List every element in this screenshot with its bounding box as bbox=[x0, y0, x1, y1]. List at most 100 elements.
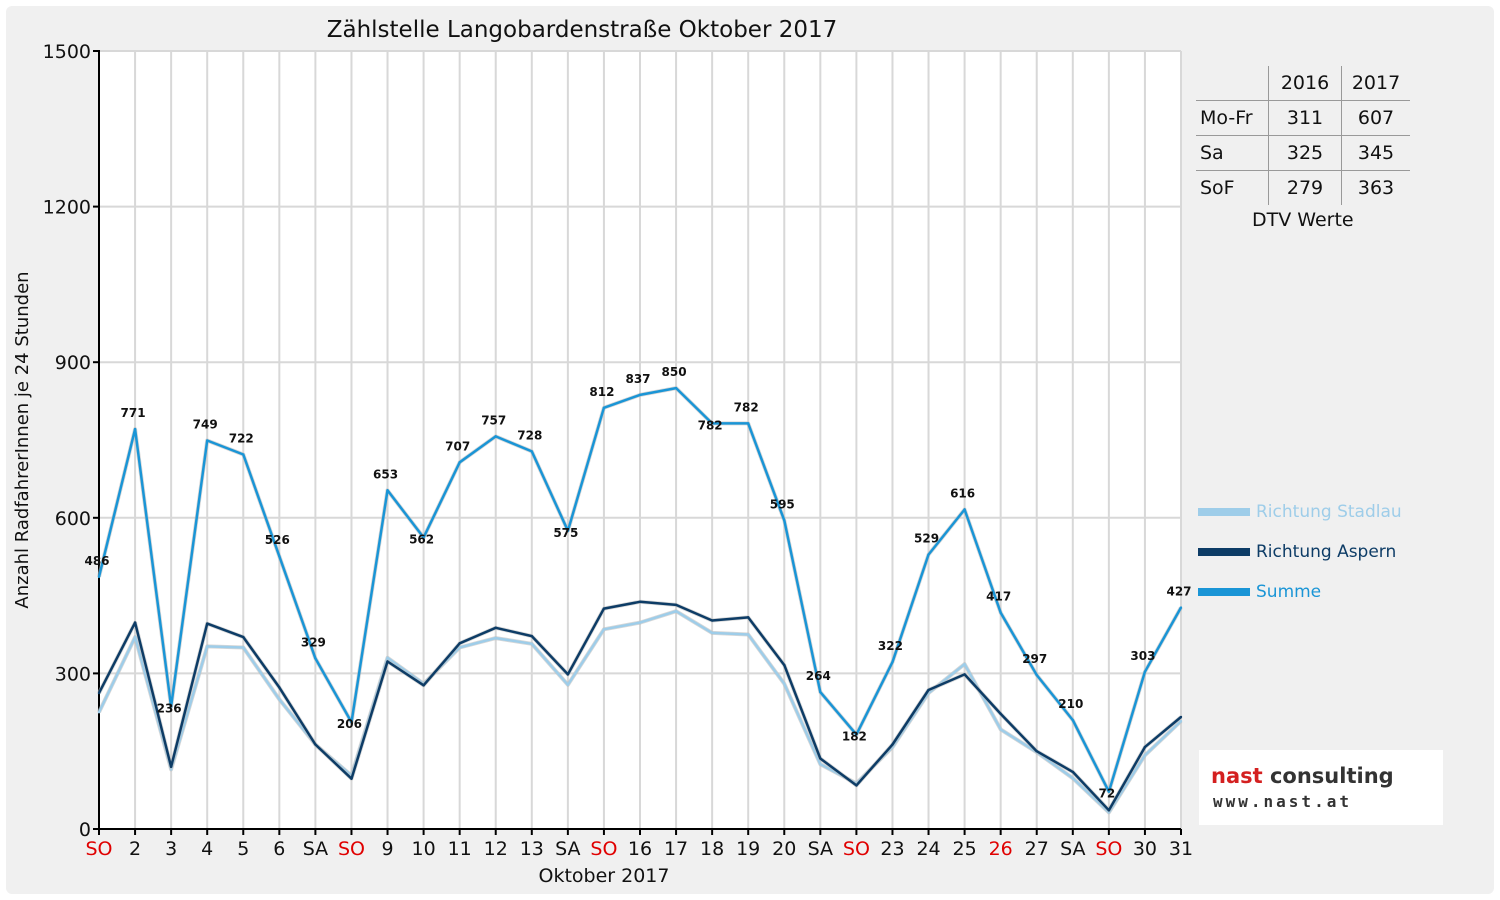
dtv-header-2016: 2016 bbox=[1268, 66, 1342, 101]
series-stadlau bbox=[97, 609, 1183, 815]
data-point bbox=[1179, 719, 1183, 723]
data-label: 722 bbox=[229, 432, 254, 446]
y-tick-label: 0 bbox=[79, 819, 91, 841]
legend-swatch-summe bbox=[1198, 588, 1250, 596]
legend-swatch-aspern bbox=[1198, 548, 1250, 556]
x-tick-label: 26 bbox=[989, 838, 1013, 860]
data-point bbox=[494, 626, 497, 629]
data-point bbox=[855, 784, 858, 787]
series-summe bbox=[97, 386, 1183, 794]
data-point bbox=[1107, 790, 1111, 793]
data-point bbox=[133, 621, 137, 624]
x-tick-label: 10 bbox=[412, 838, 436, 860]
legend-item-stadlau: Richtung Stadlau bbox=[1198, 492, 1402, 532]
data-point bbox=[638, 600, 642, 604]
data-label: 182 bbox=[842, 730, 867, 744]
legend-item-aspern: Richtung Aspern bbox=[1198, 532, 1402, 572]
data-point bbox=[169, 705, 173, 708]
data-point bbox=[97, 575, 101, 579]
legend-swatch-stadlau bbox=[1198, 508, 1250, 516]
data-point bbox=[710, 619, 714, 622]
data-point bbox=[891, 660, 894, 664]
data-point bbox=[747, 616, 750, 619]
data-point bbox=[133, 427, 137, 431]
x-tick-label: 20 bbox=[772, 838, 796, 860]
x-tick-label: 27 bbox=[1025, 838, 1049, 860]
company-logo: nast consulting www.nast.at bbox=[1199, 750, 1443, 825]
data-point bbox=[1143, 670, 1147, 674]
data-point bbox=[494, 636, 497, 640]
y-tick-label: 900 bbox=[55, 352, 91, 374]
data-point bbox=[242, 453, 245, 456]
dtv-row: Mo-Fr 311 607 bbox=[1196, 100, 1410, 136]
data-label: 486 bbox=[84, 554, 109, 568]
data-point bbox=[350, 777, 353, 780]
data-point bbox=[169, 765, 173, 768]
data-label: 417 bbox=[986, 590, 1011, 604]
data-point bbox=[1179, 715, 1183, 719]
x-tick-label: 2 bbox=[129, 838, 141, 860]
dtv-cell: 311 bbox=[1268, 100, 1342, 136]
data-point bbox=[566, 529, 570, 532]
legend-label-stadlau: Richtung Stadlau bbox=[1256, 502, 1402, 522]
dtv-row-label: SoF bbox=[1196, 170, 1269, 205]
x-tick-label: 3 bbox=[165, 838, 177, 860]
data-point bbox=[638, 393, 642, 397]
data-point bbox=[963, 673, 966, 676]
dtv-header-2017: 2017 bbox=[1341, 66, 1410, 101]
data-point bbox=[999, 712, 1002, 716]
data-point bbox=[530, 642, 533, 646]
data-point bbox=[386, 656, 389, 660]
data-point bbox=[386, 660, 389, 663]
data-point bbox=[1071, 776, 1075, 780]
x-tick-label: 5 bbox=[237, 838, 249, 860]
x-tick-label: SA bbox=[555, 838, 580, 860]
dtv-table: 2016 2017 Mo-Fr 311 607 Sa 325 345 SoF 2… bbox=[1196, 66, 1410, 205]
data-point bbox=[278, 686, 281, 689]
y-axis-label: Anzahl RadfahrerInnen je 24 Stunden bbox=[12, 271, 33, 608]
data-label: 595 bbox=[770, 497, 795, 511]
data-label: 653 bbox=[373, 467, 398, 481]
data-point bbox=[350, 720, 353, 724]
x-tick-label: SO bbox=[1095, 838, 1122, 860]
x-tick-label: 19 bbox=[736, 838, 760, 860]
data-point bbox=[674, 386, 678, 390]
data-point bbox=[530, 450, 533, 453]
data-point bbox=[747, 633, 750, 636]
data-label: 322 bbox=[878, 639, 903, 653]
x-tick-label: 18 bbox=[700, 838, 724, 860]
data-point bbox=[1107, 809, 1111, 812]
dtv-corner bbox=[1196, 66, 1269, 101]
data-label: 850 bbox=[662, 365, 687, 379]
y-tick-label: 600 bbox=[55, 508, 91, 530]
data-point bbox=[891, 743, 894, 746]
data-point bbox=[530, 634, 533, 638]
data-point bbox=[169, 768, 173, 771]
data-label: 526 bbox=[265, 533, 290, 547]
data-point bbox=[1071, 770, 1075, 774]
data-point bbox=[602, 607, 606, 610]
dtv-row: Sa 325 345 bbox=[1196, 135, 1410, 171]
x-tick-label: 11 bbox=[448, 838, 472, 860]
y-tick-label: 300 bbox=[55, 663, 91, 685]
data-point bbox=[206, 622, 209, 625]
data-label: 72 bbox=[1099, 787, 1116, 801]
data-point bbox=[566, 673, 570, 676]
data-point bbox=[710, 422, 714, 425]
x-tick-label: 16 bbox=[628, 838, 652, 860]
data-point bbox=[458, 461, 461, 464]
data-point bbox=[97, 711, 101, 714]
legend-label-summe: Summe bbox=[1256, 582, 1322, 602]
data-label: 562 bbox=[409, 533, 434, 547]
data-point bbox=[710, 631, 714, 635]
x-tick-label: 4 bbox=[201, 838, 213, 860]
data-point bbox=[206, 645, 209, 648]
data-point bbox=[927, 553, 930, 556]
dtv-cell: 607 bbox=[1341, 100, 1410, 136]
data-point bbox=[278, 698, 281, 701]
legend-label-aspern: Richtung Aspern bbox=[1256, 542, 1397, 562]
x-tick-label: SO bbox=[85, 838, 112, 860]
data-label: 837 bbox=[625, 372, 650, 386]
logo-brand-nast: nast bbox=[1211, 764, 1263, 788]
